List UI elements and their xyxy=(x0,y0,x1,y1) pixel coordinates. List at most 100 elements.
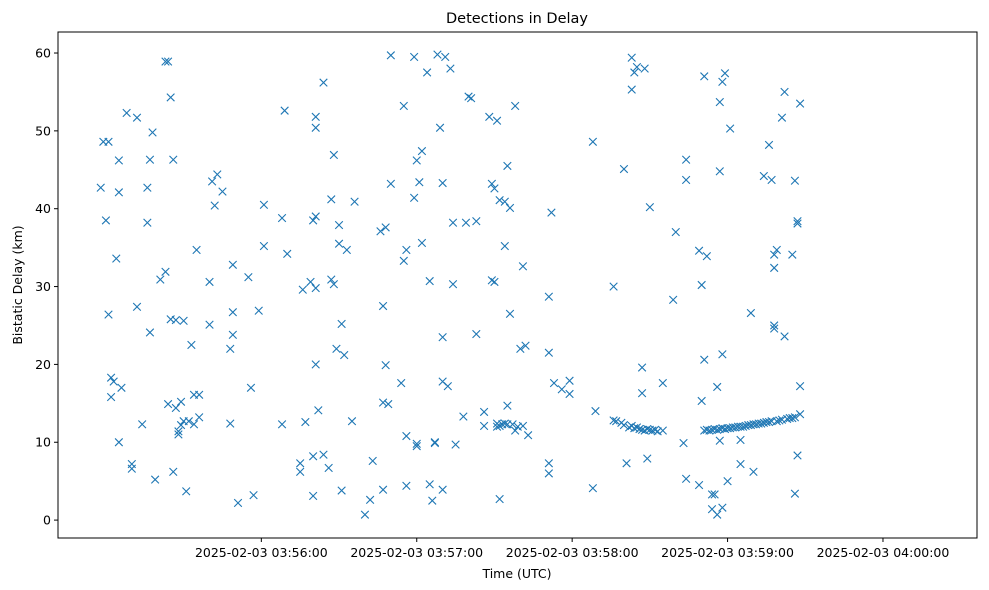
scatter-point xyxy=(187,340,196,350)
scatter-point xyxy=(446,64,455,73)
scatter-point xyxy=(397,378,406,388)
scatter-point xyxy=(472,216,481,226)
scatter-point xyxy=(759,171,769,181)
scatter-point xyxy=(435,123,445,132)
scatter-point xyxy=(510,426,520,435)
scatter-point xyxy=(332,344,341,354)
scatter-point xyxy=(495,494,504,504)
scatter-point xyxy=(415,178,424,187)
scatter-point xyxy=(137,420,147,429)
scatter-point xyxy=(311,112,320,122)
scatter-point xyxy=(544,292,554,301)
scatter-point xyxy=(96,183,105,192)
scatter-point xyxy=(441,52,450,62)
scatter-point xyxy=(161,57,170,66)
scatter-point xyxy=(169,155,178,164)
scatter-point xyxy=(205,277,214,287)
scatter-point xyxy=(697,396,706,406)
scatter-point xyxy=(166,93,175,102)
scatter-point xyxy=(378,301,388,311)
scatter-point xyxy=(635,424,644,434)
scatter-point xyxy=(308,491,318,501)
x-tick-label: 2025-02-03 04:00:00 xyxy=(817,545,950,560)
scatter-point xyxy=(518,421,528,431)
scatter-point xyxy=(277,213,287,223)
scatter-point xyxy=(145,155,155,164)
scatter-point xyxy=(505,309,515,318)
scatter-point xyxy=(788,250,797,259)
scatter-point xyxy=(132,113,142,122)
scatter-point xyxy=(466,93,476,103)
scatter-point xyxy=(793,451,802,460)
scatter-point xyxy=(360,510,370,519)
scatter-point xyxy=(150,475,160,484)
scatter-point xyxy=(425,480,434,489)
scatter-point xyxy=(679,438,688,448)
scatter-point xyxy=(591,406,600,416)
scatter-point xyxy=(516,344,525,354)
scatter-point xyxy=(500,419,509,428)
scatter-point xyxy=(492,422,502,431)
scatter-point xyxy=(308,216,318,225)
scatter-point xyxy=(764,140,774,150)
scatter-point xyxy=(637,389,647,398)
scatter-point xyxy=(710,490,719,499)
scatter-point xyxy=(658,378,667,388)
scatter-point xyxy=(746,308,756,318)
scatter-point xyxy=(795,410,805,419)
scatter-point xyxy=(544,459,554,468)
scatter-point xyxy=(715,436,724,445)
scatter-point xyxy=(280,106,289,115)
scatter-point xyxy=(399,101,408,111)
scatter-point xyxy=(218,187,227,196)
scatter-point xyxy=(143,218,152,227)
scatter-point xyxy=(226,419,235,428)
scatter-point xyxy=(148,128,157,137)
scatter-point xyxy=(565,376,574,385)
scatter-point xyxy=(479,407,489,417)
scatter-point xyxy=(769,324,779,333)
scatter-point xyxy=(295,459,305,468)
scatter-point xyxy=(308,452,318,461)
scatter-point xyxy=(738,422,748,431)
scatter-point xyxy=(705,426,714,435)
scatter-point xyxy=(104,310,113,319)
scatter-point xyxy=(314,406,323,415)
x-tick-label: 2025-02-03 03:58:00 xyxy=(506,545,639,560)
scatter-point xyxy=(767,175,776,185)
scatter-point xyxy=(788,413,797,423)
y-tick-label: 40 xyxy=(35,201,51,216)
scatter-point xyxy=(386,51,396,60)
scatter-point xyxy=(769,263,779,273)
scatter-point xyxy=(249,490,258,500)
scatter-point xyxy=(544,348,554,357)
scatter-point xyxy=(736,459,745,469)
scatter-point xyxy=(207,177,217,186)
scatter-point xyxy=(430,438,440,448)
scatter-point xyxy=(495,195,504,205)
scatter-point xyxy=(627,85,636,94)
scatter-point xyxy=(381,360,390,370)
scatter-point xyxy=(500,197,509,206)
y-tick-label: 30 xyxy=(35,279,51,294)
scatter-point xyxy=(409,52,419,62)
scatter-point xyxy=(790,489,800,498)
scatter-point xyxy=(725,124,735,133)
scatter-point xyxy=(757,419,766,428)
scatter-point xyxy=(409,193,419,203)
scatter-point xyxy=(176,420,186,430)
y-axis-ticks: 0 10 20 30 40 50 60 xyxy=(35,46,58,528)
scatter-point xyxy=(720,69,730,78)
scatter-point xyxy=(487,179,497,188)
scatter-point xyxy=(106,373,116,382)
scatter-point xyxy=(681,155,691,164)
scatter-point xyxy=(386,179,396,188)
scatter-point xyxy=(169,467,178,477)
scatter-point xyxy=(443,382,453,391)
scatter-point xyxy=(337,486,346,495)
scatter-point xyxy=(769,250,779,259)
chart-title: Detections in Delay xyxy=(446,11,588,27)
scatter-point xyxy=(412,156,421,165)
scatter-point xyxy=(503,161,512,171)
scatter-point xyxy=(438,332,447,342)
